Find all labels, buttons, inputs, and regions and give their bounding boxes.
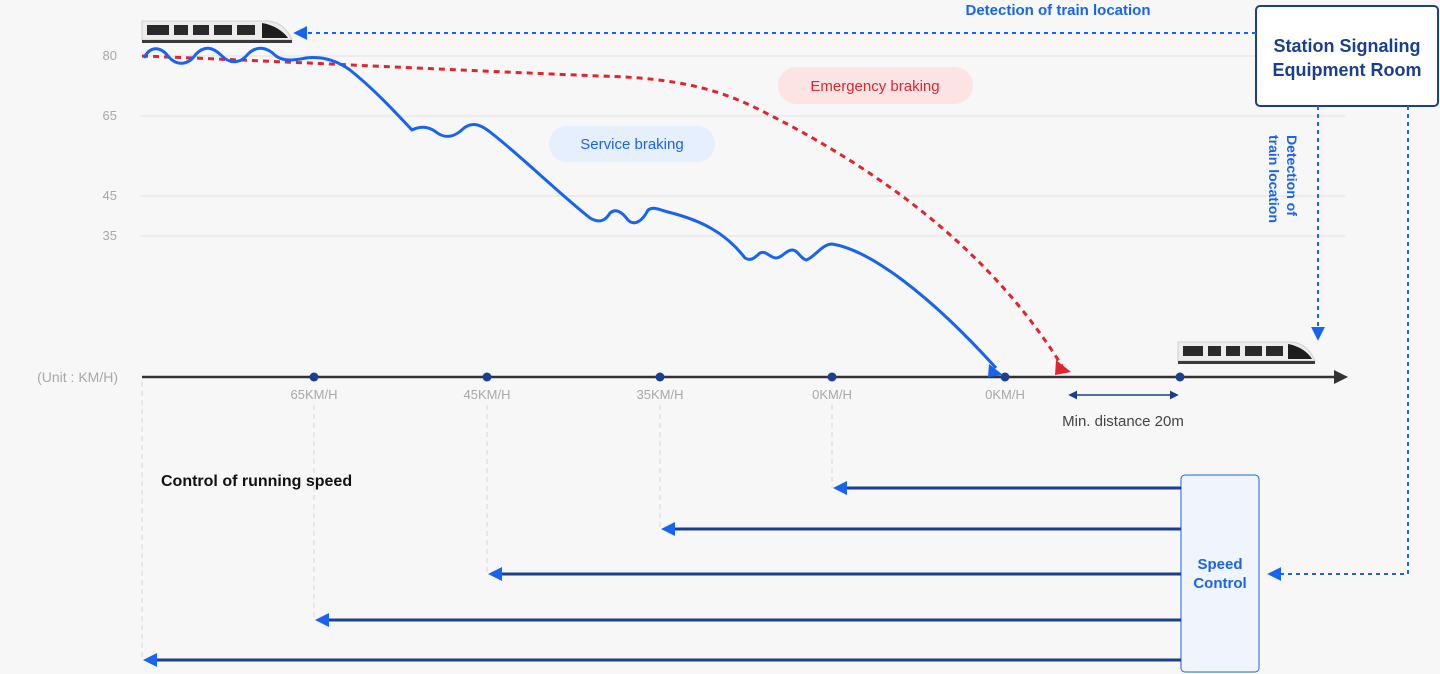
control-arrowhead-icon-0	[833, 481, 847, 495]
service-braking-badge	[549, 126, 715, 162]
y-tick-45: 45	[103, 188, 117, 203]
speed-control-line2: Control	[1193, 575, 1246, 592]
y-tick-65: 65	[103, 108, 117, 123]
train-icon-right	[1177, 341, 1316, 364]
speed-label-65: 65KM/H	[291, 387, 338, 402]
emergency-braking-badge	[778, 67, 973, 104]
speed-label-0a: 0KM/H	[812, 387, 852, 402]
control-title: Control of running speed	[161, 473, 352, 490]
control-arrowhead-icon-35	[661, 522, 675, 536]
grid-lines	[140, 55, 1345, 237]
train-icon-left	[141, 20, 293, 43]
emergency-arrowhead-icon	[1055, 360, 1071, 375]
service-arrowhead-icon	[988, 364, 1003, 377]
axis-arrowhead-icon	[1334, 370, 1348, 384]
min-distance-label: Min. distance 20m	[1062, 413, 1184, 430]
station-room-line2: Equipment Room	[1273, 60, 1422, 80]
emergency-braking-label: Emergency braking	[810, 78, 939, 95]
axis-point-65	[309, 372, 319, 382]
axis-point-0b	[1000, 372, 1010, 382]
speed-label-0b: 0KM/H	[985, 387, 1025, 402]
station-room-line1: Station Signaling	[1274, 36, 1421, 56]
control-arrowhead-icon-45	[488, 567, 502, 581]
detection-side-label-1: Detection of	[1284, 135, 1300, 216]
speed-label-35: 35KM/H	[637, 387, 684, 402]
detection-top-label: Detection of train location	[965, 2, 1150, 19]
speed-label-45: 45KM/H	[464, 387, 511, 402]
control-arrowhead-icon-65	[315, 613, 329, 627]
y-tick-35: 35	[103, 228, 117, 243]
unit-label: (Unit : KM/H)	[37, 369, 118, 385]
guide-lines	[141, 382, 833, 660]
control-arrowhead-icon-origin	[143, 653, 157, 667]
axis-point-45	[482, 372, 492, 382]
detection-side-label-2: train location	[1266, 135, 1282, 223]
service-braking-curve	[142, 46, 998, 370]
axis-point-35	[655, 372, 665, 382]
speed-control-line1: Speed	[1197, 556, 1242, 573]
speed-control-box	[1180, 474, 1260, 673]
axis-point-0a	[827, 372, 837, 382]
service-braking-label: Service braking	[580, 136, 683, 153]
y-tick-80: 80	[103, 48, 117, 63]
room-to-speed-control-arrow	[1267, 106, 1409, 581]
axis-point-train	[1175, 372, 1185, 382]
station-signaling-room-box	[1255, 5, 1439, 107]
